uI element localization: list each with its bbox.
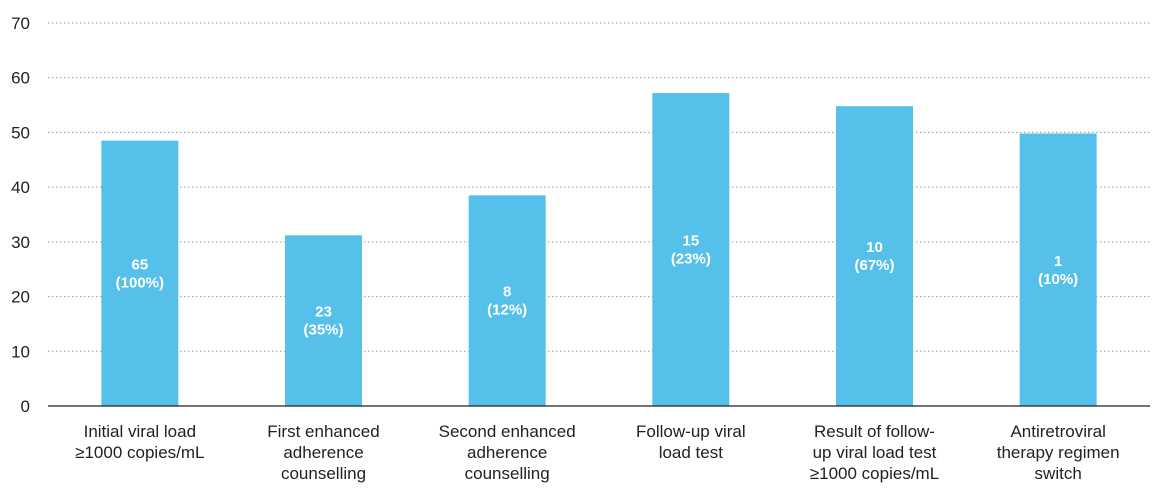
bar-value-label: 8	[503, 284, 511, 301]
x-category-label: Second enhanced	[439, 422, 576, 441]
y-tick-label: 50	[11, 123, 30, 142]
bar	[1019, 133, 1097, 406]
bars	[101, 93, 1097, 406]
bar-value-label: (100%)	[116, 274, 164, 291]
gridlines	[48, 22, 1150, 352]
x-category-label: adherence	[283, 443, 363, 462]
bar	[285, 235, 362, 406]
x-category-label: Follow-up viral	[636, 422, 746, 441]
x-category-label: First enhanced	[267, 422, 379, 441]
bar	[652, 93, 730, 406]
bar-value-label: 15	[682, 233, 699, 250]
x-category-label: Antiretroviral	[1010, 422, 1105, 441]
y-tick-label: 0	[21, 397, 30, 416]
y-tick-label: 60	[11, 69, 30, 88]
bar-value-label: (12%)	[487, 302, 527, 319]
y-tick-label: 70	[11, 14, 30, 33]
bar-value-label: (67%)	[854, 257, 894, 274]
bar-value-label: 1	[1054, 253, 1062, 270]
x-category-label: therapy regimen	[997, 443, 1120, 462]
x-category-label: switch	[1035, 464, 1082, 483]
bar-value-label: (35%)	[303, 322, 343, 339]
y-axis-ticks: 0 10 20 30 40 50 60 70	[11, 14, 30, 416]
x-category-label: up viral load test	[813, 443, 937, 462]
y-tick-label: 30	[11, 233, 30, 252]
x-category-label: counselling	[465, 464, 550, 483]
bar-value-label: 23	[315, 304, 332, 321]
x-category-label: load test	[659, 443, 724, 462]
x-axis-category-labels: Initial viral load ≥1000 copies/mL First e…	[75, 422, 1119, 483]
bar	[101, 140, 179, 406]
bar	[468, 195, 546, 406]
bar-value-label: 65	[131, 256, 148, 273]
x-category-label: counselling	[281, 464, 366, 483]
y-tick-label: 40	[11, 178, 30, 197]
x-category-label: ≥1000 copies/mL	[810, 464, 939, 483]
bar-value-label: (23%)	[671, 251, 711, 268]
bar-value-label: 10	[866, 239, 883, 256]
x-category-label: Initial viral load	[84, 422, 196, 441]
bar-value-labels: 65(100%) 23(35%) 8(12%) 15(23%) 10(67%) 1(10%…	[116, 233, 1079, 339]
bar-value-label: (10%)	[1038, 271, 1078, 288]
x-category-label: ≥1000 copies/mL	[75, 443, 204, 462]
x-category-label: Result of follow-	[814, 422, 935, 441]
y-tick-label: 20	[11, 288, 30, 307]
bar	[836, 106, 913, 406]
y-tick-label: 10	[11, 342, 30, 361]
x-category-label: adherence	[467, 443, 547, 462]
